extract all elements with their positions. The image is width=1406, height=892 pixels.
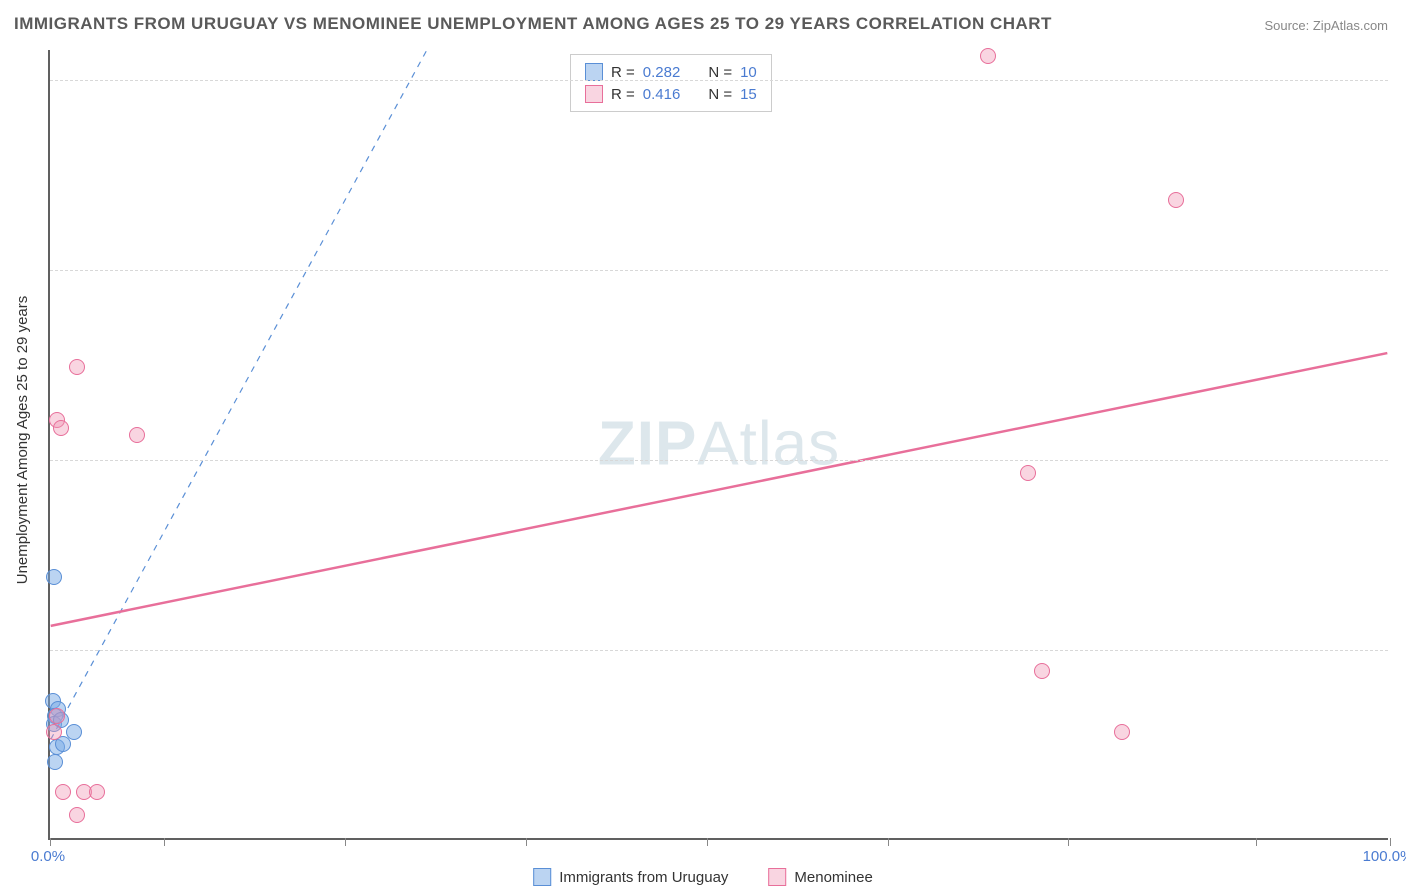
legend-label: Immigrants from Uruguay <box>559 869 728 886</box>
n-value: 10 <box>740 64 757 81</box>
n-label: N = <box>708 64 732 81</box>
y-tick-label: 25.0% <box>1392 452 1406 469</box>
scatter-point <box>46 569 62 585</box>
legend-swatch <box>533 868 551 886</box>
legend-swatch <box>585 85 603 103</box>
chart-title: IMMIGRANTS FROM URUGUAY VS MENOMINEE UNE… <box>14 14 1052 34</box>
plot-area: ZIPAtlas R =0.282N =10R =0.416N =15 12.5… <box>48 50 1388 840</box>
gridline <box>50 650 1388 651</box>
n-value: 15 <box>740 86 757 103</box>
trend-lines <box>50 50 1388 838</box>
scatter-point <box>1034 663 1050 679</box>
x-tick-label: 0.0% <box>31 848 65 865</box>
legend-swatch <box>768 868 786 886</box>
legend-label: Menominee <box>794 869 872 886</box>
y-axis-label: Unemployment Among Ages 25 to 29 years <box>14 296 31 585</box>
legend-swatch <box>585 63 603 81</box>
legend-item: Immigrants from Uruguay <box>533 868 728 886</box>
r-value: 0.416 <box>643 86 681 103</box>
n-label: N = <box>708 86 732 103</box>
x-tick <box>1068 838 1069 846</box>
x-tick <box>707 838 708 846</box>
bottom-legend: Immigrants from Uruguay Menominee <box>533 868 873 886</box>
scatter-point <box>1114 724 1130 740</box>
x-tick-label: 100.0% <box>1363 848 1406 865</box>
scatter-point <box>89 784 105 800</box>
scatter-point <box>129 427 145 443</box>
scatter-point <box>69 359 85 375</box>
trend-line <box>51 353 1388 626</box>
r-label: R = <box>611 64 635 81</box>
x-tick <box>50 838 51 846</box>
x-tick <box>164 838 165 846</box>
x-tick <box>345 838 346 846</box>
scatter-point <box>1168 192 1184 208</box>
source-label: Source: ZipAtlas.com <box>1264 18 1388 33</box>
scatter-point <box>47 754 63 770</box>
y-tick-label: 37.5% <box>1392 262 1406 279</box>
trend-line <box>51 50 452 740</box>
stats-legend: R = 0.282 N = 10 R = 0.416 N = 15 <box>570 54 772 112</box>
scatter-point <box>69 807 85 823</box>
watermark-atlas: Atlas <box>697 410 840 479</box>
gridline <box>50 270 1388 271</box>
scatter-point <box>49 708 65 724</box>
x-tick <box>1390 838 1391 846</box>
x-tick <box>888 838 889 846</box>
r-value: 0.282 <box>643 64 681 81</box>
gridline <box>50 460 1388 461</box>
gridline <box>50 80 1388 81</box>
legend-item: Menominee <box>768 868 872 886</box>
stats-row: R = 0.416 N = 15 <box>585 83 757 105</box>
x-tick <box>526 838 527 846</box>
scatter-point <box>53 420 69 436</box>
scatter-point <box>55 784 71 800</box>
scatter-point <box>1020 465 1036 481</box>
y-tick-label: 12.5% <box>1392 642 1406 659</box>
scatter-point <box>46 724 62 740</box>
scatter-point <box>980 48 996 64</box>
watermark: ZIPAtlas <box>598 409 840 480</box>
r-label: R = <box>611 86 635 103</box>
x-tick <box>1256 838 1257 846</box>
watermark-zip: ZIP <box>598 410 697 479</box>
y-tick-label: 50.0% <box>1392 72 1406 89</box>
